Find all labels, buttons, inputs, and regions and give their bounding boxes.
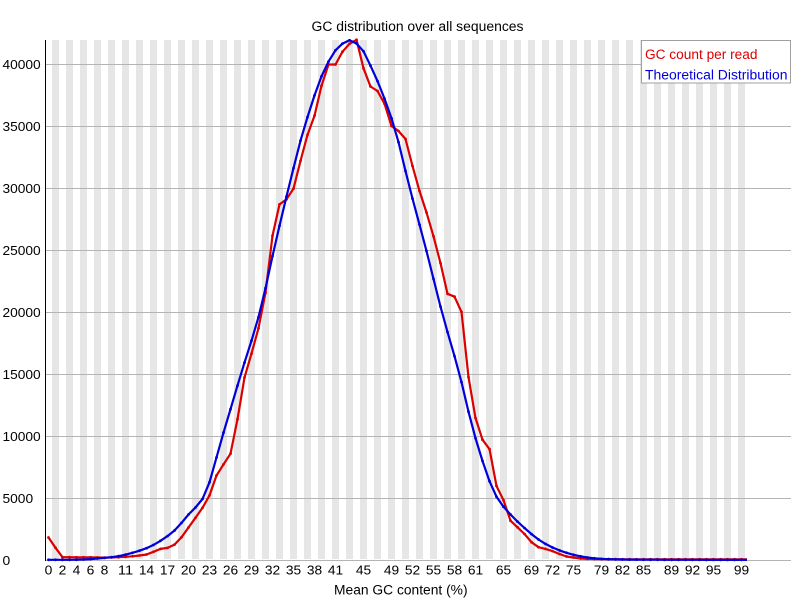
svg-text:52: 52 — [405, 564, 420, 578]
svg-text:20000: 20000 — [3, 306, 41, 320]
svg-text:0: 0 — [3, 554, 11, 568]
svg-text:30000: 30000 — [3, 182, 41, 196]
svg-text:8: 8 — [101, 564, 109, 578]
svg-text:23: 23 — [202, 564, 217, 578]
svg-text:Mean GC content (%): Mean GC content (%) — [334, 583, 468, 598]
svg-text:Theoretical Distribution: Theoretical Distribution — [645, 67, 788, 82]
svg-text:45: 45 — [356, 564, 371, 578]
svg-text:82: 82 — [615, 564, 630, 578]
svg-text:61: 61 — [468, 564, 483, 578]
svg-text:29: 29 — [244, 564, 259, 578]
svg-text:35000: 35000 — [3, 120, 41, 134]
svg-text:GC distribution over all seque: GC distribution over all sequences — [312, 19, 524, 34]
svg-text:35: 35 — [286, 564, 301, 578]
svg-text:17: 17 — [160, 564, 175, 578]
svg-text:95: 95 — [706, 564, 721, 578]
svg-text:89: 89 — [664, 564, 679, 578]
svg-text:75: 75 — [566, 564, 581, 578]
svg-text:10000: 10000 — [3, 430, 41, 444]
svg-text:6: 6 — [87, 564, 95, 578]
svg-text:99: 99 — [734, 564, 749, 578]
svg-text:40000: 40000 — [3, 58, 41, 72]
svg-text:72: 72 — [545, 564, 560, 578]
svg-text:38: 38 — [307, 564, 322, 578]
svg-text:49: 49 — [384, 564, 399, 578]
svg-text:32: 32 — [265, 564, 280, 578]
svg-text:20: 20 — [181, 564, 196, 578]
svg-text:26: 26 — [223, 564, 238, 578]
svg-text:4: 4 — [73, 564, 81, 578]
svg-text:5000: 5000 — [3, 492, 34, 506]
svg-text:79: 79 — [594, 564, 609, 578]
svg-text:92: 92 — [685, 564, 700, 578]
svg-text:15000: 15000 — [3, 368, 41, 382]
svg-text:85: 85 — [636, 564, 651, 578]
svg-text:25000: 25000 — [3, 244, 41, 258]
svg-text:65: 65 — [496, 564, 511, 578]
svg-text:11: 11 — [118, 564, 133, 578]
svg-text:69: 69 — [524, 564, 539, 578]
svg-text:2: 2 — [59, 564, 67, 578]
svg-text:58: 58 — [447, 564, 462, 578]
svg-text:0: 0 — [45, 564, 53, 578]
svg-text:14: 14 — [139, 564, 154, 578]
svg-text:GC count per read: GC count per read — [645, 47, 758, 62]
svg-text:55: 55 — [426, 564, 441, 578]
svg-text:41: 41 — [328, 564, 343, 578]
